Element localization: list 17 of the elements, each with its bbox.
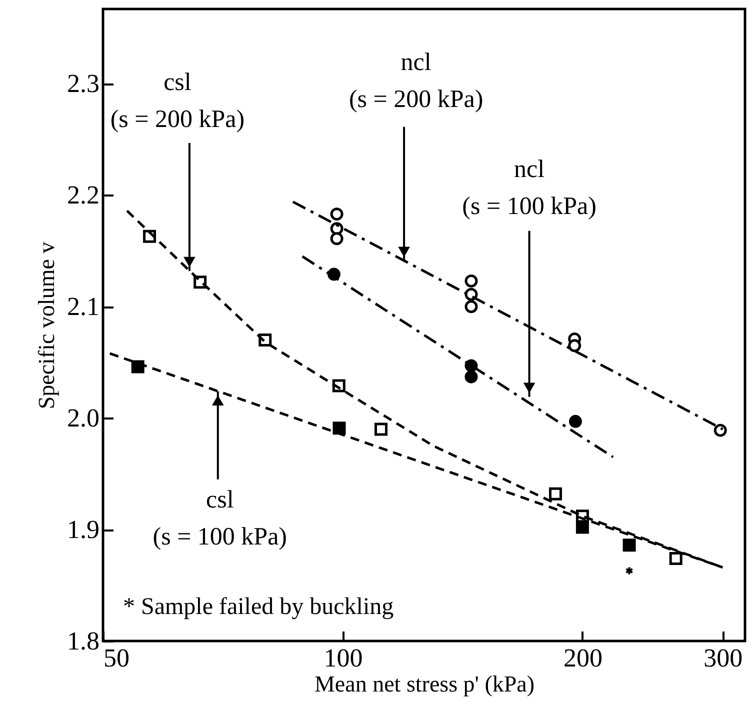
x-tick-label: 200 xyxy=(563,644,602,672)
y-tick-label: 1.9 xyxy=(67,515,100,544)
x-tick-label: 300 xyxy=(704,644,743,672)
y-tick-label: 1.8 xyxy=(67,626,100,656)
y-tick-label: 2.0 xyxy=(67,404,100,433)
y-axis-title: Specific volume v xyxy=(34,241,59,410)
annotation: csl (s = 100 kPa) xyxy=(152,486,287,550)
annotation: ncl (s = 100 kPa) xyxy=(462,156,596,220)
y-tick-label: 2.3 xyxy=(67,69,100,98)
x-tick-label: 100 xyxy=(324,644,363,672)
y-tick-label: 2.2 xyxy=(67,180,100,210)
x-axis-title: Mean net stress p' (kPa) xyxy=(314,672,535,696)
annotation: csl (s = 200 kPa) xyxy=(110,68,245,133)
annotation: * Sample failed by buckling xyxy=(123,594,394,620)
x-tick-label: 50 xyxy=(104,644,130,672)
annotation: ncl (s = 200 kPa) xyxy=(348,48,484,113)
y-tick-label: 2.1 xyxy=(67,292,100,322)
